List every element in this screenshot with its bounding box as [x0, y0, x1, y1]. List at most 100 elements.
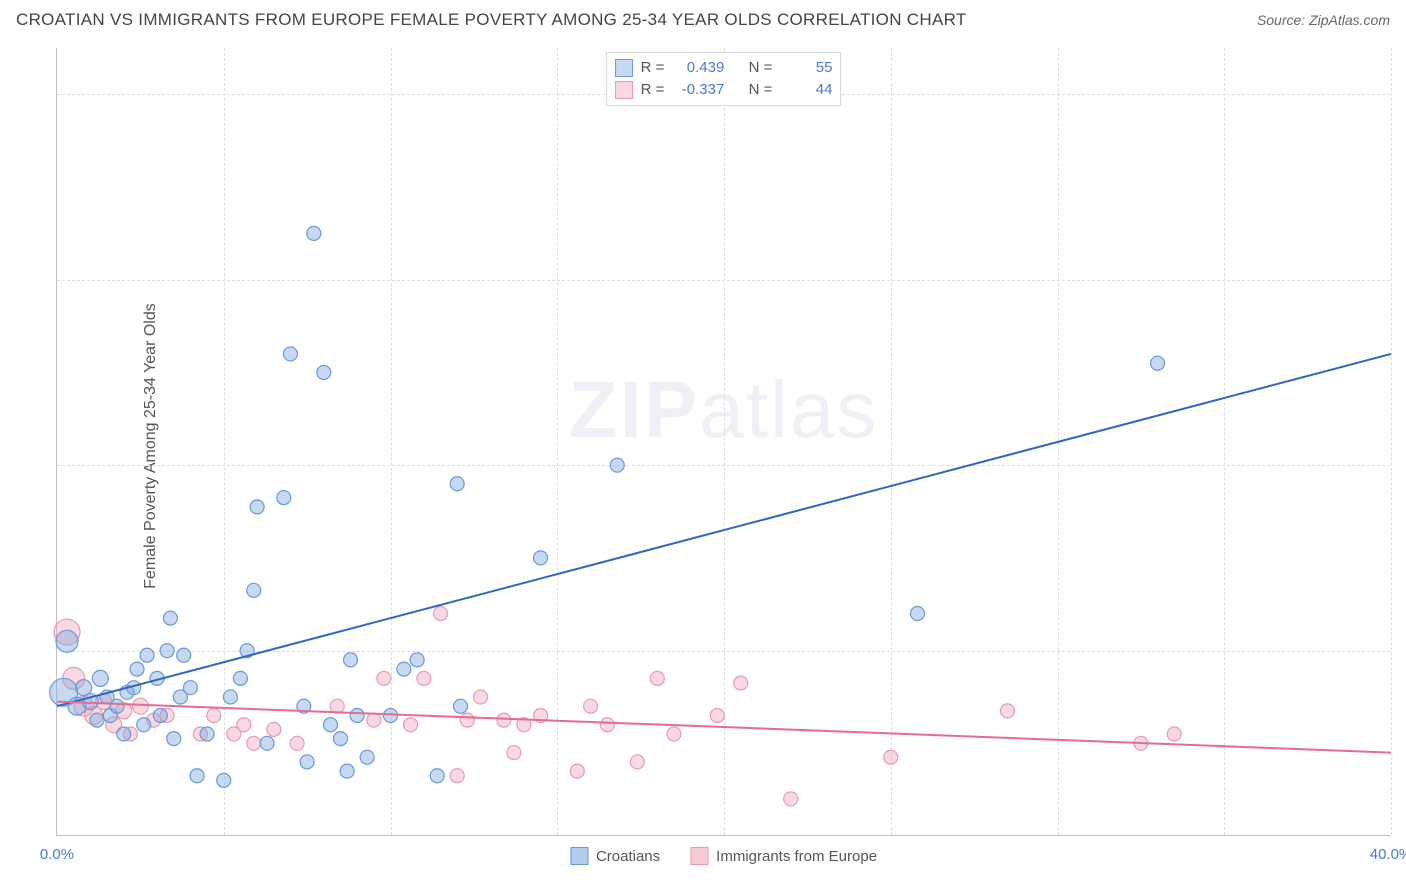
data-point: [177, 648, 191, 662]
data-point: [207, 708, 221, 722]
r-value-croatians: 0.439: [672, 57, 724, 79]
stats-row-immigrants: R = -0.337 N = 44: [615, 79, 833, 101]
n-label: N =: [749, 57, 773, 79]
legend-swatch-immigrants: [690, 847, 708, 865]
data-point: [260, 736, 274, 750]
data-point: [1151, 356, 1165, 370]
data-point: [410, 653, 424, 667]
data-point: [140, 648, 154, 662]
data-point: [430, 769, 444, 783]
data-point: [734, 676, 748, 690]
data-point: [300, 755, 314, 769]
data-point: [317, 365, 331, 379]
data-point: [250, 500, 264, 514]
source-label: Source: ZipAtlas.com: [1257, 12, 1390, 28]
data-point: [710, 708, 724, 722]
data-point: [190, 769, 204, 783]
plot-area: ZIPatlas 20.0%40.0%60.0%80.0%0.0%40.0% R…: [56, 48, 1390, 836]
data-point: [217, 773, 231, 787]
legend-label-immigrants: Immigrants from Europe: [716, 848, 877, 865]
data-point: [417, 671, 431, 685]
n-value-immigrants: 44: [780, 79, 832, 101]
bottom-legend: Croatians Immigrants from Europe: [570, 847, 877, 865]
data-point: [460, 713, 474, 727]
data-point: [90, 713, 104, 727]
n-value-croatians: 55: [780, 57, 832, 79]
swatch-croatians: [615, 59, 633, 77]
legend-label-croatians: Croatians: [596, 848, 660, 865]
y-tick-label: 80.0%: [1395, 86, 1406, 103]
y-tick-label: 40.0%: [1395, 457, 1406, 474]
data-point: [247, 583, 261, 597]
data-point: [1167, 727, 1181, 741]
data-point: [277, 491, 291, 505]
data-point: [323, 718, 337, 732]
regression-line: [57, 354, 1391, 706]
data-point: [1000, 704, 1014, 718]
data-point: [283, 347, 297, 361]
data-point: [200, 727, 214, 741]
y-tick-label: 20.0%: [1395, 642, 1406, 659]
chart-title: CROATIAN VS IMMIGRANTS FROM EUROPE FEMAL…: [16, 10, 967, 30]
data-point: [910, 607, 924, 621]
data-point: [307, 226, 321, 240]
data-point: [183, 681, 197, 695]
data-point: [92, 670, 108, 686]
data-point: [343, 653, 357, 667]
data-point: [333, 732, 347, 746]
legend-item-immigrants: Immigrants from Europe: [690, 847, 877, 865]
data-point: [290, 736, 304, 750]
swatch-immigrants: [615, 81, 633, 99]
data-point: [167, 732, 181, 746]
scatter-svg: [57, 48, 1390, 835]
data-point: [137, 718, 151, 732]
data-point: [450, 477, 464, 491]
data-point: [110, 699, 124, 713]
data-point: [630, 755, 644, 769]
data-point: [454, 699, 468, 713]
data-point: [474, 690, 488, 704]
stats-legend: R = 0.439 N = 55 R = -0.337 N = 44: [606, 52, 842, 106]
data-point: [163, 611, 177, 625]
data-point: [247, 736, 261, 750]
r-label: R =: [641, 79, 665, 101]
data-point: [130, 662, 144, 676]
data-point: [434, 607, 448, 621]
data-point: [237, 718, 251, 732]
legend-item-croatians: Croatians: [570, 847, 660, 865]
y-tick-label: 60.0%: [1395, 271, 1406, 288]
data-point: [650, 671, 664, 685]
data-point: [153, 708, 167, 722]
data-point: [223, 690, 237, 704]
data-point: [117, 727, 131, 741]
legend-swatch-croatians: [570, 847, 588, 865]
data-point: [132, 698, 148, 714]
r-label: R =: [641, 57, 665, 79]
data-point: [267, 722, 281, 736]
stats-row-croatians: R = 0.439 N = 55: [615, 57, 833, 79]
data-point: [584, 699, 598, 713]
data-point: [610, 458, 624, 472]
data-point: [377, 671, 391, 685]
data-point: [784, 792, 798, 806]
data-point: [667, 727, 681, 741]
data-point: [233, 671, 247, 685]
data-point: [56, 630, 78, 652]
data-point: [367, 713, 381, 727]
data-point: [884, 750, 898, 764]
x-tick-label: 40.0%: [1370, 846, 1406, 863]
data-point: [350, 708, 364, 722]
data-point: [497, 713, 511, 727]
data-point: [534, 551, 548, 565]
data-point: [450, 769, 464, 783]
data-point: [570, 764, 584, 778]
r-value-immigrants: -0.337: [672, 79, 724, 101]
data-point: [340, 764, 354, 778]
x-tick-label: 0.0%: [40, 846, 74, 863]
data-point: [404, 718, 418, 732]
data-point: [397, 662, 411, 676]
data-point: [600, 718, 614, 732]
data-point: [160, 644, 174, 658]
data-point: [360, 750, 374, 764]
n-label: N =: [749, 79, 773, 101]
